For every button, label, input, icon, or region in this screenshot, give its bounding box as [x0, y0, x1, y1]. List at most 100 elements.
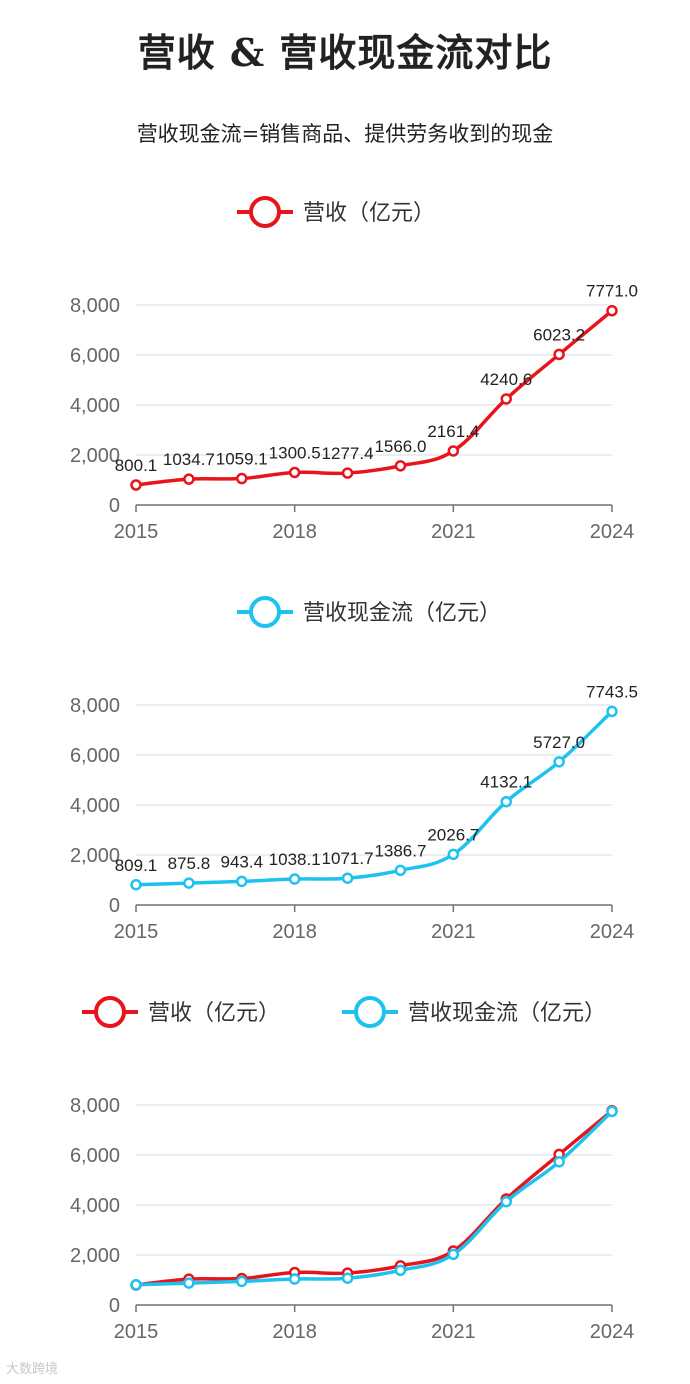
x-tick-label: 2015	[114, 1321, 159, 1343]
y-tick-label: 0	[109, 495, 120, 517]
x-tick-label: 2021	[431, 1321, 476, 1343]
data-point[interactable]	[500, 795, 512, 808]
data-label: 2161.4	[427, 422, 479, 441]
data-point[interactable]	[447, 445, 460, 457]
x-tick-label: 2018	[272, 921, 317, 943]
data-point[interactable]	[394, 864, 407, 877]
data-label: 5727.0	[533, 733, 585, 752]
watermark: 大数跨境	[6, 1362, 59, 1377]
data-point[interactable]	[236, 875, 248, 888]
data-point[interactable]	[288, 1273, 301, 1285]
x-tick-label: 2018	[272, 1321, 317, 1343]
cashflow-chart: 营收现金流（亿元） 0 2,000 4,000 6,000 8,000 2015 2018 20…	[70, 596, 638, 943]
legend[interactable]: 营收（亿元）	[237, 196, 435, 228]
data-point[interactable]	[447, 848, 460, 861]
data-point[interactable]	[341, 1272, 354, 1284]
data-point[interactable]	[130, 1279, 142, 1291]
data-point[interactable]	[341, 467, 354, 479]
data-label: 1034.7	[163, 450, 215, 469]
data-label: 4240.6	[480, 370, 532, 389]
legend-marker-icon	[249, 596, 281, 628]
series-line	[135, 1110, 614, 1287]
data-point[interactable]	[394, 460, 407, 472]
legend[interactable]: 营收（亿元） 营收现金流（亿元）	[82, 996, 606, 1028]
data-point[interactable]	[183, 473, 195, 485]
data-point[interactable]	[183, 877, 195, 889]
data-label: 6023.2	[533, 325, 585, 344]
legend-item[interactable]: 营收现金流（亿元）	[342, 996, 606, 1028]
y-tick-label: 2,000	[70, 845, 120, 867]
legend-item[interactable]: 营收（亿元）	[82, 996, 280, 1028]
y-tick-label: 8,000	[70, 1095, 120, 1117]
data-label: 1300.5	[269, 443, 321, 462]
data-point[interactable]	[130, 879, 142, 891]
series-line	[135, 309, 614, 487]
data-label: 1386.7	[374, 841, 426, 860]
y-tick-label: 0	[109, 1295, 120, 1317]
data-point[interactable]	[553, 1156, 565, 1168]
y-tick-label: 0	[109, 895, 120, 917]
legend-label: 营收（亿元）	[148, 1001, 280, 1026]
data-point[interactable]	[606, 304, 618, 317]
x-tick-label: 2015	[114, 521, 159, 543]
data-point[interactable]	[288, 466, 301, 479]
legend-item[interactable]: 营收（亿元）	[237, 196, 435, 228]
legend-marker-icon	[249, 196, 281, 228]
legend-item[interactable]: 营收现金流（亿元）	[237, 596, 501, 628]
data-point[interactable]	[553, 348, 565, 361]
series-line	[135, 1109, 614, 1287]
data-point[interactable]	[500, 1195, 512, 1208]
y-tick-label: 4,000	[70, 795, 120, 817]
x-tick-label: 2024	[590, 1321, 635, 1343]
data-label: 800.1	[115, 456, 158, 475]
data-label: 7771.0	[586, 282, 638, 301]
y-tick-label: 8,000	[70, 695, 120, 717]
data-label: 809.1	[115, 856, 158, 875]
page-title: 营收 & 营收现金流对比	[137, 30, 553, 75]
x-tick-label: 2021	[431, 521, 476, 543]
y-tick-label: 6,000	[70, 345, 120, 367]
y-tick-label: 4,000	[70, 1195, 120, 1217]
legend-label: 营收现金流（亿元）	[408, 1001, 606, 1026]
data-point[interactable]	[606, 705, 618, 718]
legend[interactable]: 营收现金流（亿元）	[237, 596, 501, 628]
x-tick-label: 2024	[590, 521, 635, 543]
data-label: 4132.1	[480, 773, 532, 792]
data-point[interactable]	[183, 1277, 195, 1289]
data-label: 2026.7	[427, 825, 479, 844]
data-label: 1566.0	[374, 437, 426, 456]
x-tick-label: 2021	[431, 921, 476, 943]
data-label: 1277.4	[322, 444, 374, 463]
data-point[interactable]	[236, 1275, 248, 1288]
x-tick-label: 2015	[114, 921, 159, 943]
data-point[interactable]	[130, 479, 142, 491]
data-label: 1038.1	[269, 850, 321, 869]
x-tick-label: 2024	[590, 921, 635, 943]
data-point[interactable]	[606, 1105, 618, 1118]
legend-label: 营收现金流（亿元）	[303, 601, 501, 626]
data-point[interactable]	[447, 1248, 460, 1261]
data-point[interactable]	[394, 1264, 407, 1277]
y-tick-label: 8,000	[70, 295, 120, 317]
data-label: 943.4	[221, 852, 264, 871]
x-tick-label: 2018	[272, 521, 317, 543]
data-label: 875.8	[168, 854, 211, 873]
y-tick-label: 6,000	[70, 745, 120, 767]
data-point[interactable]	[553, 756, 565, 768]
data-point[interactable]	[341, 872, 354, 884]
page-subtitle: 营收现金流=销售商品、提供劳务收到的现金	[136, 122, 554, 146]
data-label: 7743.5	[586, 682, 638, 701]
data-point[interactable]	[288, 873, 301, 885]
y-tick-label: 4,000	[70, 395, 120, 417]
data-label: 1071.7	[322, 849, 374, 868]
comparison-chart: 营收（亿元） 营收现金流（亿元） 0 2,000 4,000 6,000 8,000 2015…	[70, 996, 635, 1343]
legend-marker-icon	[94, 996, 126, 1028]
legend-label: 营收（亿元）	[303, 201, 435, 226]
data-label: 1059.1	[216, 450, 268, 469]
y-tick-label: 2,000	[70, 1245, 120, 1267]
data-point[interactable]	[500, 393, 512, 405]
legend-marker-icon	[354, 996, 386, 1028]
y-tick-label: 2,000	[70, 445, 120, 467]
data-point[interactable]	[236, 472, 248, 485]
y-tick-label: 6,000	[70, 1145, 120, 1167]
